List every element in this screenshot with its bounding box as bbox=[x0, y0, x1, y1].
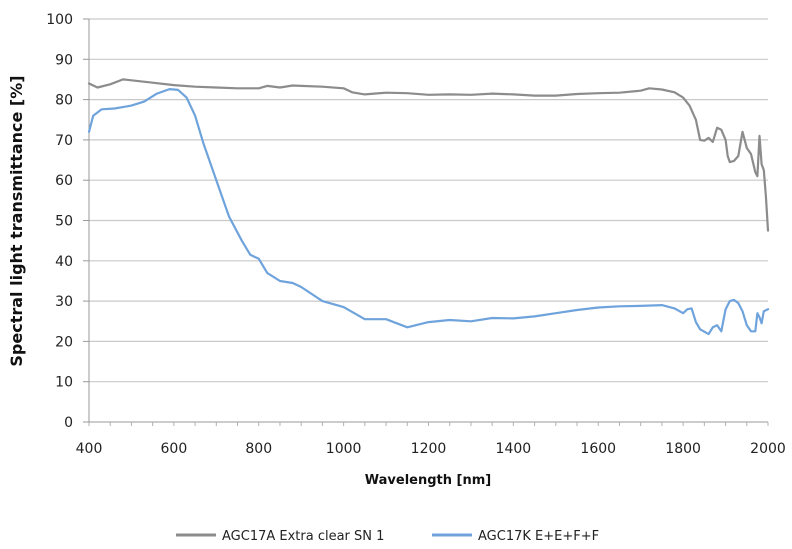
x-tick-label: 1000 bbox=[326, 441, 362, 457]
tick-labels: 0 10 20 30 40 50 60 70 80 90 100 400 600 800 1000 1200 1… bbox=[46, 12, 786, 457]
y-axis-title: Spectral light transmittance [%] bbox=[7, 75, 26, 366]
x-tick-label: 600 bbox=[161, 441, 188, 457]
legend-label-series-2: AGC17K E+E+F+F bbox=[478, 529, 599, 544]
series-lines bbox=[87, 78, 770, 336]
y-tick-label: 30 bbox=[55, 294, 73, 310]
y-tick-label: 10 bbox=[55, 375, 73, 391]
x-tick-label: 400 bbox=[76, 441, 103, 457]
x-tick-label: 800 bbox=[245, 441, 272, 457]
y-tick-label: 0 bbox=[64, 415, 73, 431]
x-tick-label: 1400 bbox=[496, 441, 532, 457]
axes bbox=[83, 18, 769, 426]
x-tick-label: 2000 bbox=[750, 441, 786, 457]
legend: AGC17A Extra clear SN 1 AGC17K E+E+F+F bbox=[176, 529, 599, 544]
gridlines bbox=[89, 18, 768, 383]
y-tick-label: 20 bbox=[55, 334, 73, 350]
x-tick-label: 1200 bbox=[411, 441, 447, 457]
y-tick-label: 60 bbox=[55, 173, 73, 189]
y-tick-label: 100 bbox=[46, 12, 73, 28]
x-tick-label: 1800 bbox=[665, 441, 701, 457]
y-tick-label: 40 bbox=[55, 254, 73, 270]
y-tick-label: 90 bbox=[55, 52, 73, 68]
series-line-2 bbox=[87, 88, 770, 336]
y-tick-label: 80 bbox=[55, 93, 73, 109]
y-tick-label: 70 bbox=[55, 133, 73, 149]
x-axis-title: Wavelength [nm] bbox=[365, 473, 491, 488]
y-tick-label: 50 bbox=[55, 214, 73, 230]
x-tick-label: 1600 bbox=[580, 441, 616, 457]
legend-label-series-1: AGC17A Extra clear SN 1 bbox=[222, 529, 384, 544]
series-line-1 bbox=[87, 78, 770, 232]
